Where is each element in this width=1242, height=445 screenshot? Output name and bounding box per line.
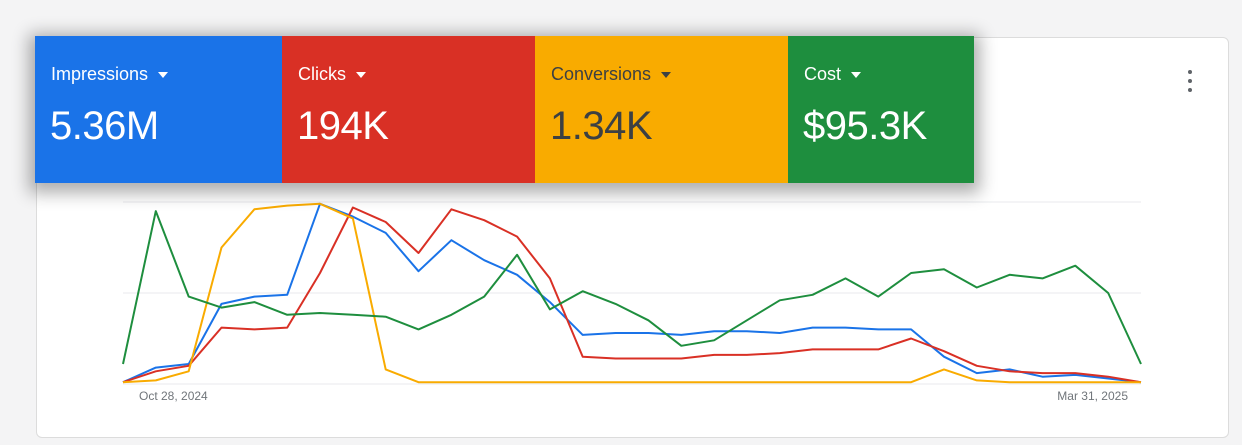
metric-label-cost: Cost: [804, 64, 862, 85]
more-vert-icon[interactable]: [1183, 70, 1197, 92]
x-axis-start-label: Oct 28, 2024: [139, 389, 208, 403]
metric-label-impressions: Impressions: [51, 64, 169, 85]
caret-down-icon: [356, 71, 366, 78]
caret-down-icon: [851, 71, 862, 78]
x-axis-end-label: Mar 31, 2025: [1057, 389, 1128, 403]
metric-value-impressions: 5.36M: [50, 104, 159, 148]
metric-label-conversions: Conversions: [551, 64, 672, 85]
metric-value-conversions: 1.34K: [550, 104, 653, 148]
series-line-clicks: [122, 206, 1142, 384]
metric-value-cost: $95.3K: [803, 104, 927, 148]
metric-card-clicks[interactable]: Clicks 194K: [282, 36, 535, 183]
metric-card-cost[interactable]: Cost $95.3K: [788, 36, 974, 183]
metric-label-clicks: Clicks: [298, 64, 366, 85]
caret-down-icon: [661, 71, 672, 78]
caret-down-icon: [158, 71, 169, 78]
metric-value-clicks: 194K: [297, 104, 389, 148]
metric-card-impressions[interactable]: Impressions 5.36M: [35, 36, 282, 183]
series-line-conversions: [122, 202, 1141, 384]
metric-cards: Impressions 5.36M Clicks 194K Conversion…: [35, 36, 974, 183]
series-line-impressions: [122, 202, 1142, 384]
series-line-cost: [122, 210, 1142, 365]
metric-card-conversions[interactable]: Conversions 1.34K: [535, 36, 788, 183]
